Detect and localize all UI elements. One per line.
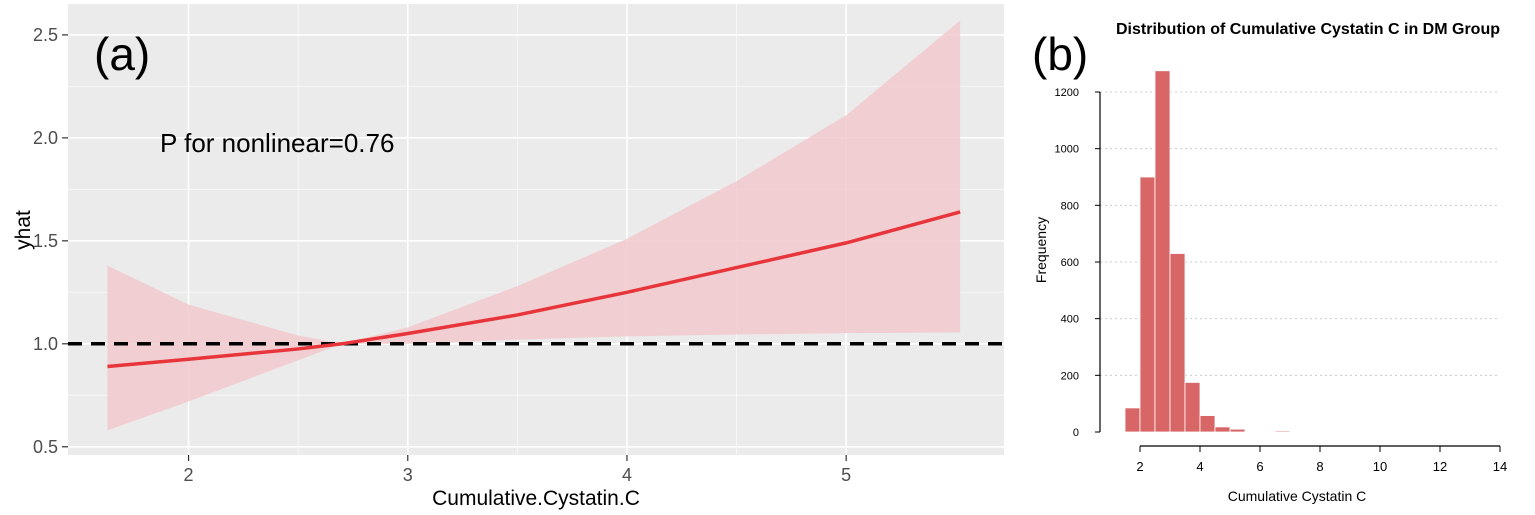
spline-curve	[107, 210, 961, 369]
histogram-bar	[1139, 176, 1156, 433]
x-tick-label: 4	[622, 465, 632, 485]
histogram-bar	[1229, 428, 1246, 433]
y-tick-label: 2.0	[33, 128, 58, 148]
panel-b-histogram: Distribution of Cumulative Cystatin C in…	[1032, 21, 1507, 504]
y-tick-label: 1000	[1055, 144, 1079, 156]
histogram-bars	[1124, 70, 1306, 433]
histogram-bar	[1244, 431, 1261, 433]
y-tick-label: 0.5	[33, 437, 58, 457]
y-tick-label: 800	[1061, 200, 1079, 212]
panel-a-x-axis-ticks: 2 3 4 5	[184, 455, 851, 485]
x-tick-label: 3	[403, 465, 413, 485]
y-tick-label: 1200	[1055, 87, 1079, 99]
y-tick-label: 1.5	[33, 231, 58, 251]
confidence-band	[107, 20, 961, 431]
histogram-bar	[1259, 431, 1276, 433]
y-tick-label: 400	[1061, 314, 1079, 326]
panel-a-x-axis-title: Cumulative.Cystatin.C	[432, 487, 640, 510]
histogram-bar	[1124, 407, 1141, 433]
panel-b-x-axis-ticks: 2 4 6 8 10 12 14	[1136, 446, 1507, 474]
panel-b-x-axis-title: Cumulative Cystatin C	[1228, 488, 1367, 504]
histogram-bar	[1274, 430, 1291, 433]
x-tick-label: 8	[1316, 459, 1323, 474]
x-tick-label: 2	[184, 465, 194, 485]
histogram-bar	[1169, 253, 1186, 433]
x-tick-label: 2	[1136, 459, 1143, 474]
y-tick-label: 200	[1061, 370, 1079, 382]
y-tick-label: 0	[1073, 427, 1079, 439]
x-tick-label: 6	[1256, 459, 1263, 474]
nonlinearity-annotation: P for nonlinear=0.76	[160, 128, 394, 158]
histogram-bar	[1214, 426, 1231, 433]
histogram-bar	[1154, 70, 1171, 433]
y-tick-label: 600	[1061, 257, 1079, 269]
panel-a-label: (a)	[94, 28, 150, 80]
panel-a-y-axis-title: yhat	[12, 210, 35, 250]
x-tick-label: 10	[1373, 459, 1387, 474]
panel-b-y-axis-title: Frequency	[1033, 217, 1049, 283]
histogram-bar	[1289, 431, 1306, 433]
histogram-title: Distribution of Cumulative Cystatin C in…	[1116, 21, 1500, 38]
y-tick-label: 1.0	[33, 334, 58, 354]
x-tick-label: 14	[1493, 459, 1507, 474]
histogram-bar	[1199, 415, 1216, 433]
panel-a-spline-plot: 2 3 4 5 0.5 1.0 1.5 2.0 2.5 (a) P for nonlinear…	[12, 4, 1006, 510]
y-tick-label: 2.5	[33, 25, 58, 45]
histogram-bar	[1184, 382, 1201, 433]
panel-b-y-axis-ticks: 0 200 400 600 800 1000 1200	[1055, 87, 1100, 439]
x-tick-label: 5	[841, 465, 851, 485]
x-tick-label: 12	[1433, 459, 1447, 474]
panel-a-y-axis-ticks: 0.5 1.0 1.5 2.0 2.5	[33, 25, 68, 457]
panel-b-label: (b)	[1032, 28, 1088, 80]
x-tick-label: 4	[1196, 459, 1203, 474]
